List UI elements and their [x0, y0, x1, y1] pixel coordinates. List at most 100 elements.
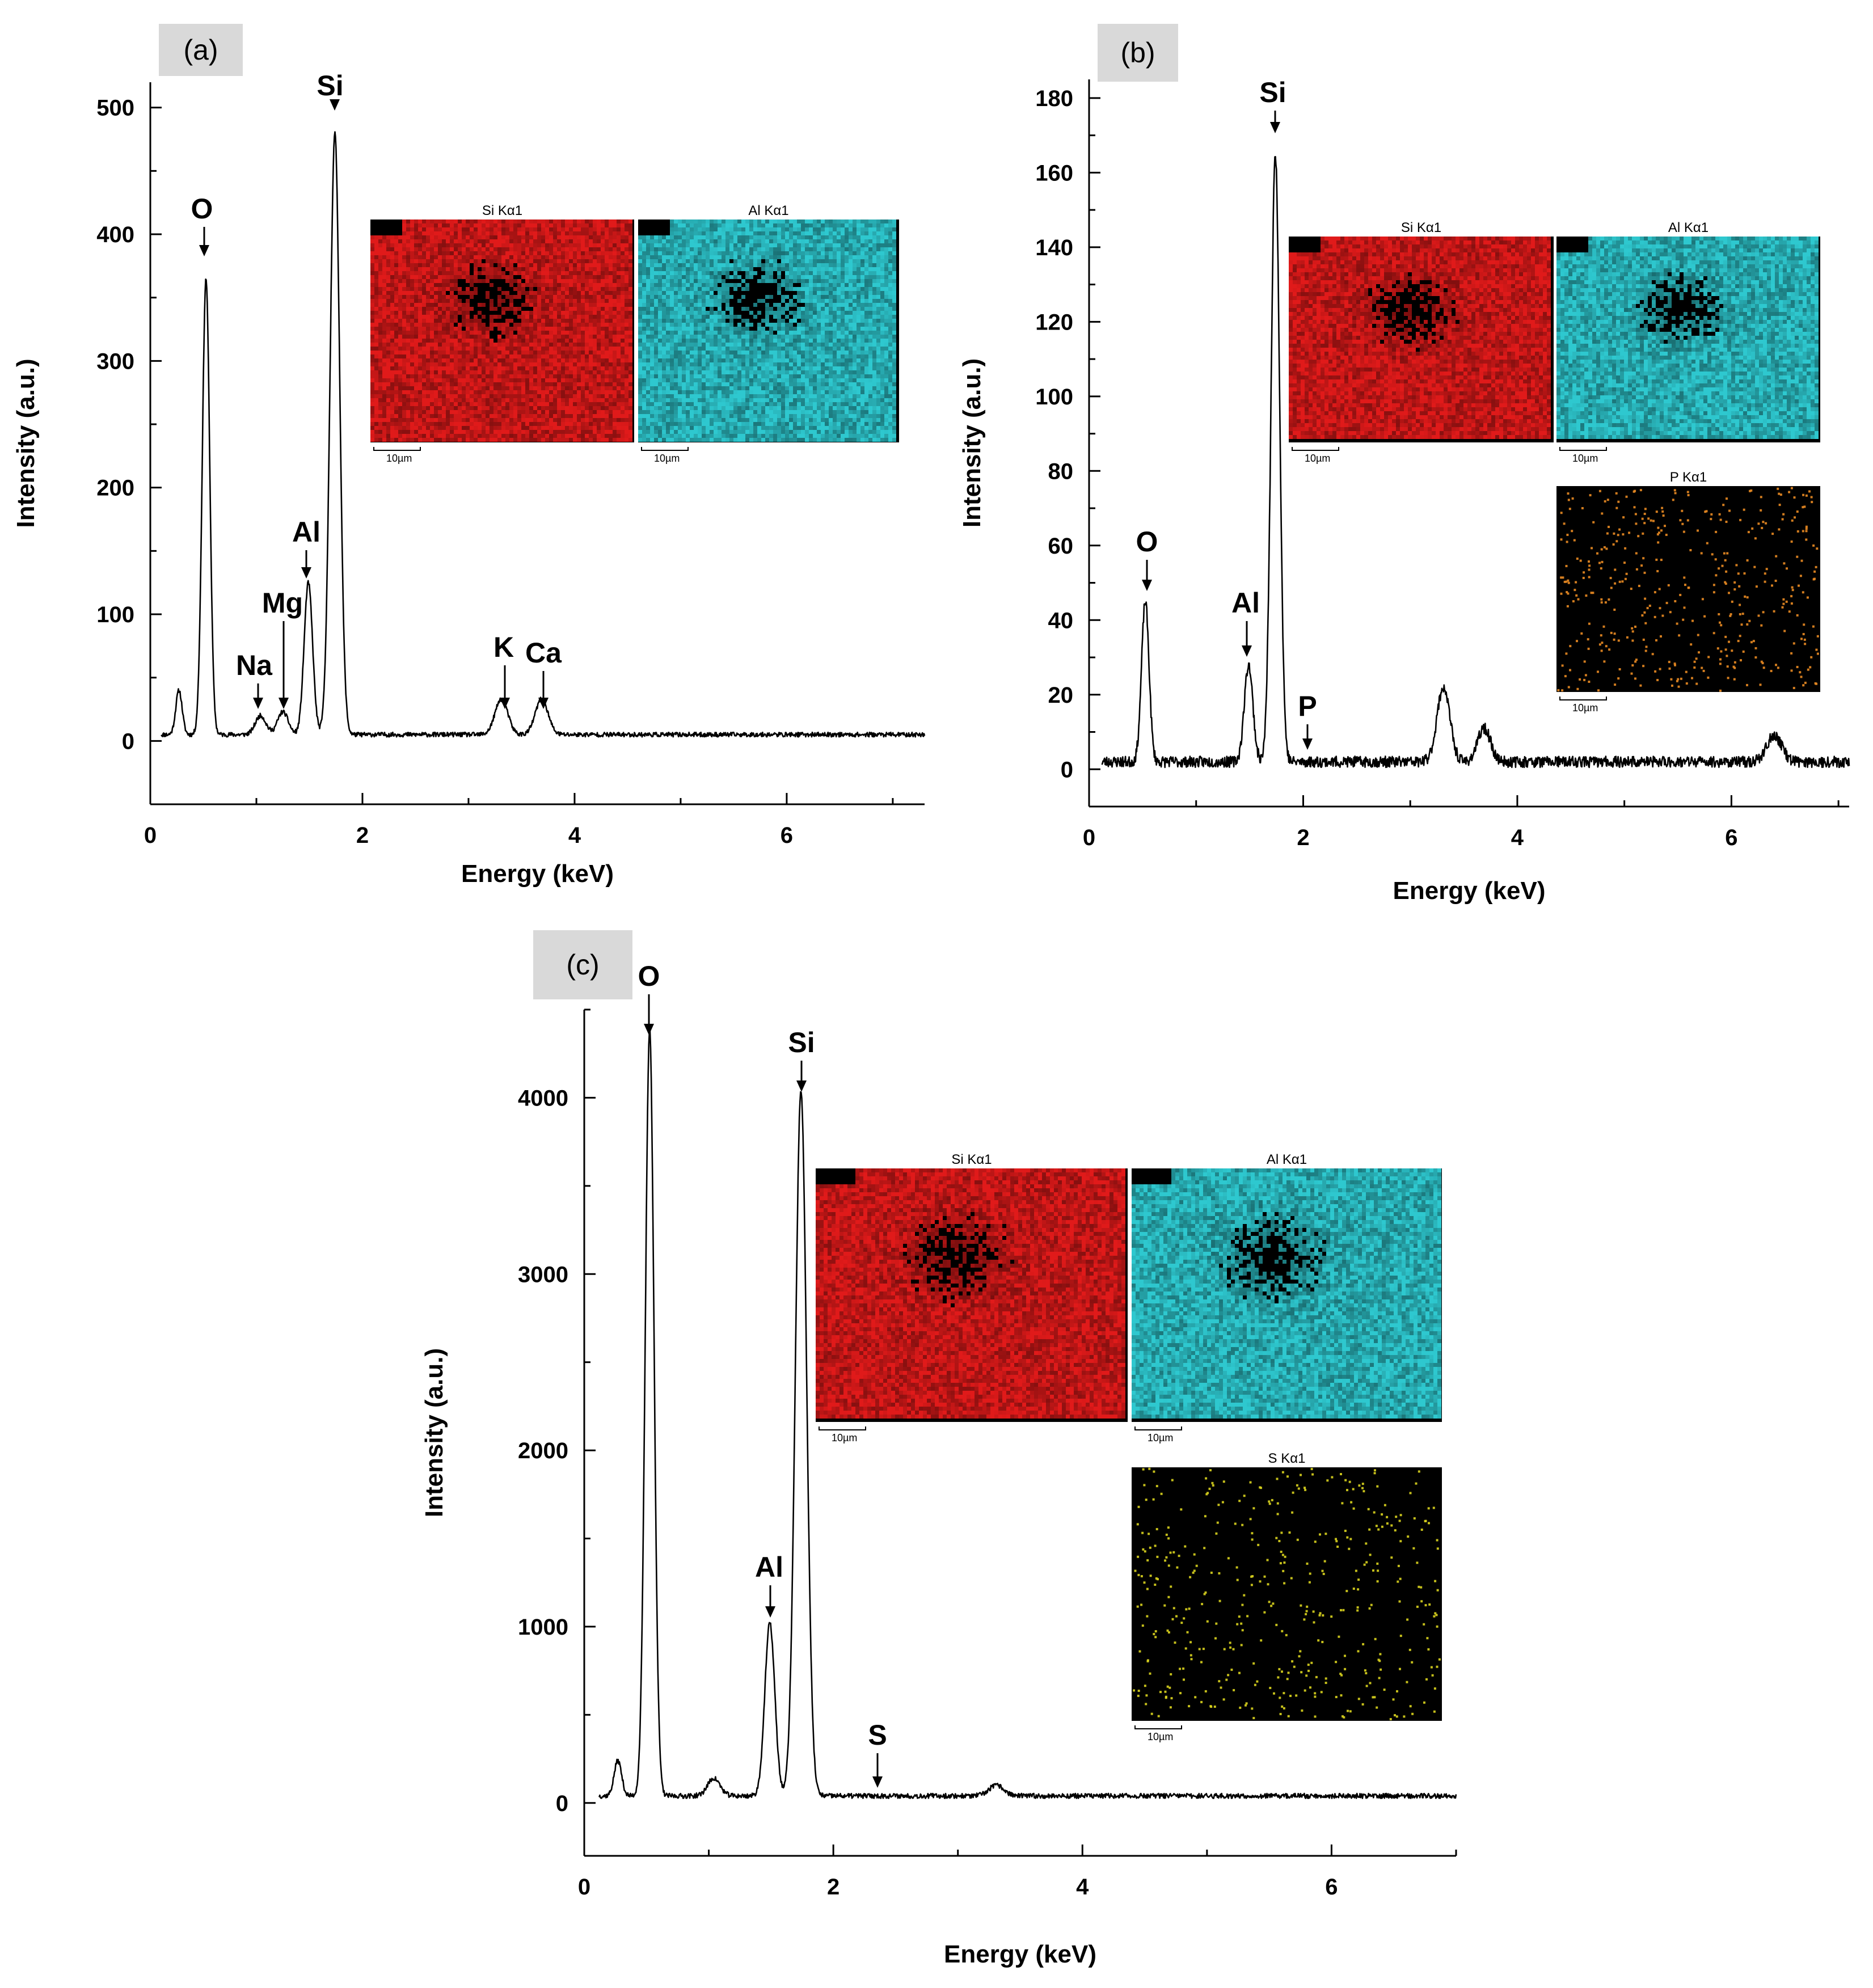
peak-label-o: O [638, 960, 660, 992]
y-tick-label: 180 [1035, 86, 1073, 111]
x-tick-label: 4 [568, 823, 581, 848]
map-frame [1132, 1467, 1442, 1721]
peak-arrowhead [199, 245, 209, 256]
map-title: S Kα1 [1268, 1451, 1306, 1466]
peak-arrowhead [253, 698, 263, 709]
scale-bar [642, 447, 688, 450]
peak-arrowhead [279, 698, 289, 709]
map-title: Si Kα1 [482, 203, 522, 218]
x-axis-title: Energy (keV) [1393, 877, 1546, 905]
x-tick-label: 6 [1325, 1875, 1338, 1900]
chart-panel-2: (c) 0 1000 2000 3000 4000 0 2 4 6 Energy (keV) Inte… [420, 930, 1456, 1968]
scale-label: 10µm [1148, 1731, 1173, 1742]
peak-arrowhead [330, 99, 340, 111]
peak-label-si: Si [1259, 77, 1286, 108]
elemental-map-p: P Kα1 10µm [1556, 470, 1820, 714]
scale-bar [1292, 447, 1339, 450]
map-title: P Kα1 [1670, 470, 1707, 485]
y-tick-label: 500 [96, 96, 134, 121]
peak-label-na: Na [236, 649, 273, 681]
scale-bar [374, 447, 420, 450]
y-tick-label: 80 [1048, 459, 1074, 484]
y-tick-label: 120 [1035, 310, 1073, 335]
peak-label-k: K [493, 631, 514, 663]
peak-label-o: O [1136, 526, 1158, 558]
scale-label: 10µm [1305, 453, 1330, 464]
map-frame [1556, 486, 1820, 692]
chart-panel-1: (b) 0 20 40 60 80 100 120 140 160 180 0 2 4 6 Energy (k… [958, 24, 1849, 905]
scale-label: 10µm [832, 1432, 857, 1443]
x-tick-label: 0 [1083, 825, 1095, 850]
y-tick-label: 300 [96, 349, 134, 374]
peak-arrowhead [872, 1776, 883, 1788]
map-title: Si Kα1 [1401, 220, 1441, 235]
y-tick-label: 3000 [518, 1262, 568, 1287]
x-tick-label: 0 [144, 823, 157, 848]
map-title: Si Kα1 [951, 1152, 992, 1167]
y-tick-label: 20 [1048, 683, 1074, 708]
y-tick-label: 2000 [518, 1438, 568, 1463]
x-tick-label: 4 [1511, 825, 1524, 850]
y-tick-label: 40 [1048, 608, 1074, 633]
map-title: Al Kα1 [748, 203, 788, 218]
y-tick-label: 4000 [518, 1086, 568, 1111]
scale-bar [1560, 697, 1606, 700]
peak-label-o: O [191, 193, 213, 225]
elemental-map-si: Si Kα1 10µm [370, 203, 634, 464]
x-axis-title: Energy (keV) [944, 1940, 1096, 1968]
y-tick-label: 0 [556, 1791, 568, 1816]
y-tick-label: 0 [122, 729, 134, 754]
x-tick-label: 2 [1297, 825, 1309, 850]
peak-arrowhead [500, 698, 510, 709]
peak-arrowhead [1270, 122, 1280, 133]
panel-label: (a) [183, 34, 218, 66]
peak-arrowhead [1142, 580, 1152, 591]
x-tick-label: 2 [827, 1875, 840, 1900]
elemental-map-si: Si Kα1 10µm [1289, 220, 1554, 464]
y-tick-label: 100 [96, 602, 134, 627]
elemental-map-s: S Kα1 10µm [1132, 1451, 1442, 1742]
scale-label: 10µm [1148, 1432, 1173, 1443]
peak-arrowhead [1302, 738, 1313, 750]
y-axis-title: Intensity (a.u.) [420, 1348, 448, 1517]
peak-label-p: P [1298, 690, 1317, 722]
scale-bar [1135, 1426, 1182, 1430]
peak-label-si: Si [788, 1027, 815, 1058]
y-tick-label: 160 [1035, 161, 1073, 185]
peak-label-s: S [868, 1719, 887, 1751]
peak-label-al: Al [292, 516, 320, 548]
peak-label-al: Al [1231, 587, 1260, 619]
y-tick-label: 60 [1048, 534, 1074, 559]
x-tick-label: 0 [578, 1875, 590, 1900]
peak-arrowhead [765, 1606, 775, 1618]
scale-label: 10µm [1572, 702, 1598, 714]
scale-label: 10µm [386, 453, 412, 464]
scale-bar [1560, 447, 1606, 450]
scale-bar [819, 1426, 866, 1430]
x-tick-label: 4 [1076, 1875, 1089, 1900]
peak-arrowhead [301, 567, 311, 579]
x-tick-label: 2 [356, 823, 369, 848]
map-title: Al Kα1 [1668, 220, 1709, 235]
eds-figure: (a)01002003004005000 2 4 6Energy (keV)Inten… [0, 0, 1873, 1988]
x-tick-label: 6 [1725, 825, 1737, 850]
panel-label: (c) [566, 949, 599, 981]
map-title: Al Kα1 [1267, 1152, 1307, 1167]
peak-label-mg: Mg [262, 587, 303, 619]
y-axis-title: Intensity (a.u.) [958, 358, 986, 527]
peak-arrowhead [538, 698, 549, 709]
y-tick-label: 100 [1035, 385, 1073, 410]
y-tick-label: 0 [1061, 757, 1073, 782]
x-axis-title: Energy (keV) [461, 860, 614, 888]
peak-label-ca: Ca [525, 637, 562, 669]
elemental-map-al: Al Kα1 10µm [1132, 1152, 1442, 1443]
peak-arrowhead [796, 1080, 807, 1092]
y-tick-label: 1000 [518, 1615, 568, 1640]
y-tick-label: 140 [1035, 235, 1073, 260]
peak-label-al: Al [755, 1551, 783, 1583]
peak-label-si: Si [317, 70, 343, 102]
y-tick-label: 400 [96, 222, 134, 247]
panel-label: (b) [1120, 37, 1155, 69]
